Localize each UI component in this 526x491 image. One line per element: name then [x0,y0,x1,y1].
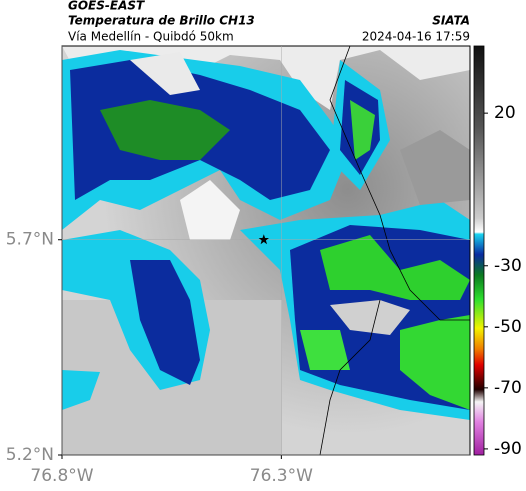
colorbar-tick-label: 20 [494,103,516,123]
datetime: 2024-04-16 17:59 [362,30,470,44]
subtitle: Temperatura de Brillo CH13 [68,14,255,28]
colorbar [473,45,485,456]
y-tick-label: 5.2°N [6,445,54,465]
location-marker [258,234,269,245]
source: SIATA [432,14,470,28]
x-tick-label: 76.8°W [30,466,93,486]
colorbar-tick-label: -30 [494,256,522,276]
colorbar-tick-label: -70 [494,378,522,398]
x-tick-label: 76.3°W [250,466,313,486]
region: Vía Medellín - Quibdó 50km [68,30,234,44]
colorbar-tick-label: -90 [494,439,522,459]
colorbar-tick-label: -50 [494,317,522,337]
y-tick-label: 5.7°N [6,230,54,250]
satellite-image [62,46,470,455]
title: GOES-EAST [68,0,145,13]
